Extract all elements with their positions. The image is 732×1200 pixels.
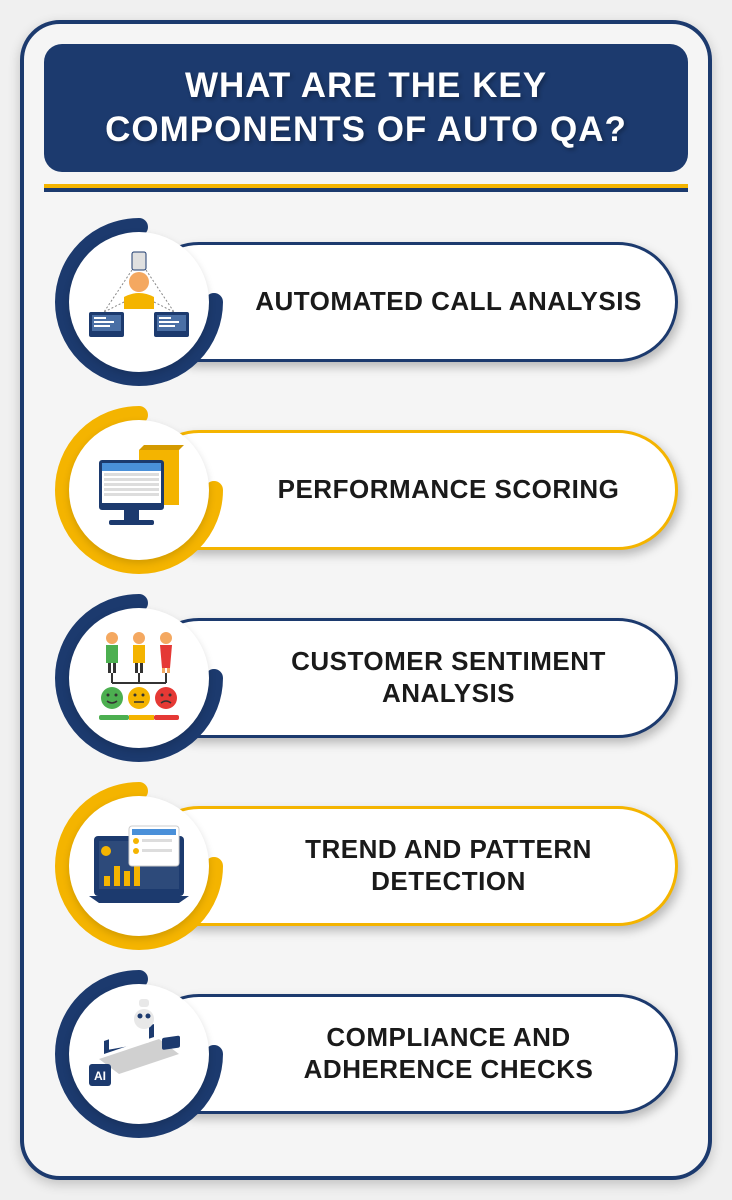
icon-circle (69, 796, 209, 936)
icon-wrap (54, 781, 224, 951)
item-trend-detection: TREND AND PATTERN DETECTION (54, 786, 678, 946)
item-compliance-checks: COMPLIANCE AND ADHERENCE CHECKS (54, 974, 678, 1134)
icon-wrap (54, 217, 224, 387)
item-label: COMPLIANCE AND ADHERENCE CHECKS (252, 1022, 645, 1084)
scoring-icon (84, 435, 194, 545)
compliance-icon: AI (84, 999, 194, 1109)
item-sentiment-analysis: CUSTOMER SENTIMENT ANALYSIS (54, 598, 678, 758)
title-box: WHAT ARE THE KEY COMPONENTS OF AUTO QA? (44, 44, 688, 172)
icon-wrap: AI (54, 969, 224, 1139)
item-label: TREND AND PATTERN DETECTION (252, 834, 645, 896)
icon-wrap (54, 593, 224, 763)
item-call-analysis: AUTOMATED CALL ANALYSIS (54, 222, 678, 382)
icon-circle (69, 608, 209, 748)
svg-text:AI: AI (94, 1069, 106, 1083)
divider (44, 184, 688, 192)
icon-circle (69, 232, 209, 372)
items-list: AUTOMATED CALL ANALYSIS (44, 222, 688, 1134)
icon-circle (69, 420, 209, 560)
icon-circle: AI (69, 984, 209, 1124)
sentiment-icon (84, 623, 194, 733)
infographic-card: WHAT ARE THE KEY COMPONENTS OF AUTO QA? … (20, 20, 712, 1180)
call-analysis-icon (84, 247, 194, 357)
item-label: CUSTOMER SENTIMENT ANALYSIS (252, 646, 645, 708)
item-label: AUTOMATED CALL ANALYSIS (255, 286, 642, 317)
item-label: PERFORMANCE SCORING (278, 474, 620, 505)
item-performance-scoring: PERFORMANCE SCORING (54, 410, 678, 570)
title-text: WHAT ARE THE KEY COMPONENTS OF AUTO QA? (74, 64, 658, 152)
trend-icon (84, 811, 194, 921)
icon-wrap (54, 405, 224, 575)
